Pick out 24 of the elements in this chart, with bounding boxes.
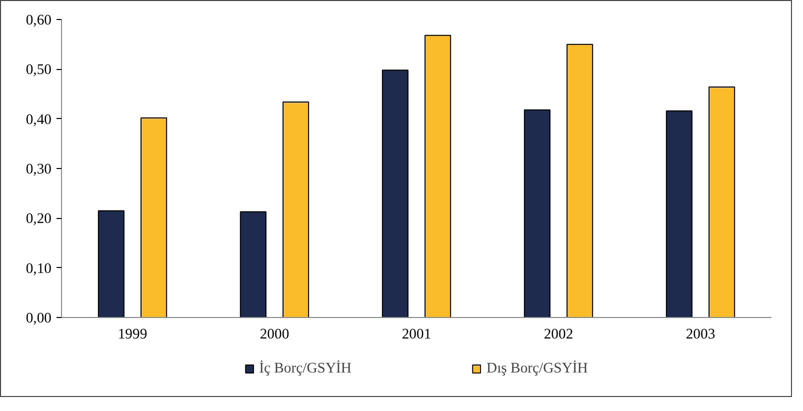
legend-label: Dış Borç/GSYİH <box>486 360 588 377</box>
x-tick-label: 2003 <box>686 326 716 342</box>
legend-label: İç Borç/GSYİH <box>259 360 352 377</box>
y-tick-label: 0,50 <box>26 62 52 78</box>
y-tick-label: 0,00 <box>26 310 52 326</box>
bar <box>382 70 408 318</box>
x-tick-label: 1999 <box>118 326 148 342</box>
y-tick-label: 0,20 <box>26 211 52 228</box>
bar <box>524 109 550 318</box>
bar <box>98 210 124 318</box>
bar <box>424 34 452 318</box>
bar <box>282 101 310 318</box>
bar <box>708 86 736 318</box>
bar <box>666 110 692 318</box>
bar <box>566 44 594 318</box>
bar <box>140 117 168 318</box>
x-tick-label: 2002 <box>544 326 574 342</box>
x-tick-label: 2001 <box>402 326 432 342</box>
bar <box>240 211 266 318</box>
y-tick-label: 0,10 <box>26 260 52 277</box>
y-tick-label: 0,30 <box>26 162 52 178</box>
x-tick-label: 2000 <box>260 326 290 342</box>
y-tick-label: 0,60 <box>26 12 52 28</box>
y-tick-label: 0,40 <box>26 112 52 128</box>
